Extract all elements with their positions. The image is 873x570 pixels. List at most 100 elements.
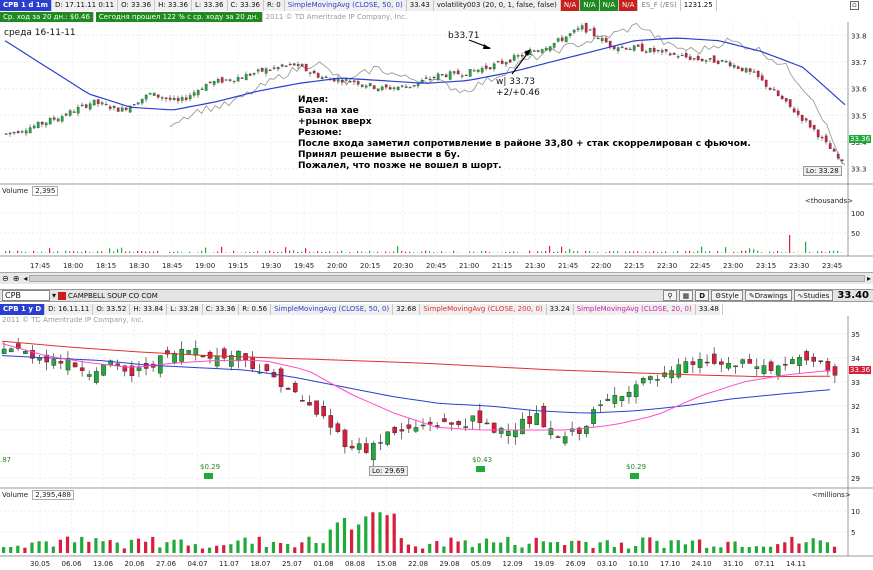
top-volume-bar: [565, 251, 567, 253]
top-volume-bar: [557, 251, 559, 253]
bottom-candle: [754, 366, 760, 369]
bottom-volume-bar: [570, 540, 574, 553]
bottom-candle: [598, 404, 603, 407]
top-vol-tick: 50: [851, 230, 860, 238]
d-button[interactable]: D: [695, 290, 709, 301]
top-time-tick: 19:45: [294, 262, 314, 270]
top-volume-bar: [113, 251, 115, 253]
sma50-value: 32.68: [393, 304, 421, 315]
top-candle: [788, 99, 792, 107]
bottom-date-tick: 26.09: [566, 560, 586, 568]
bottom-volume-bar: [207, 547, 212, 553]
top-candle: [684, 53, 688, 58]
top-volume-bar: [629, 251, 631, 253]
top-candle: [372, 85, 376, 89]
top-candle: [772, 89, 776, 91]
bottom-candle: [662, 372, 667, 377]
bottom-candle: [328, 415, 334, 428]
top-sma-label[interactable]: SimpleMovingAvg (CLOSE, 50, 0): [285, 0, 407, 11]
top-lo-label: Lo: 33.28: [803, 166, 842, 176]
avg-range-tag: Ср. ход за 20 дн.: $0.46: [0, 12, 94, 23]
bottom-candle: [342, 429, 348, 447]
top-volume-bar: [17, 250, 19, 253]
top-candle: [824, 135, 828, 143]
top-candle: [280, 64, 284, 67]
top-volume-bar: [757, 250, 759, 253]
bottom-candle: [37, 357, 42, 361]
top-volume-bar: [253, 252, 255, 253]
zoom-in-icon[interactable]: ⊕: [12, 274, 20, 283]
sma50-label[interactable]: SimpleMovingAvg (CLOSE, 50, 0): [271, 304, 394, 315]
dividend-marker-3[interactable]: [630, 473, 639, 479]
bottom-volume-bar: [80, 536, 84, 553]
top-volume-bar: [245, 251, 247, 253]
bottom-symbol[interactable]: CPB 1 y D: [0, 304, 46, 315]
scroll-right-icon[interactable]: ▸: [866, 274, 871, 283]
sma20-label[interactable]: SimpleMovingAvg (CLOSE, 20, 0): [574, 304, 696, 315]
bottom-volume-bar: [37, 541, 41, 553]
style-button[interactable]: ⚙ Style: [711, 290, 743, 301]
top-volume-bar: [697, 250, 699, 253]
top-time-tick: 21:45: [558, 262, 578, 270]
top-candle: [32, 125, 36, 129]
top-volume-bar: [749, 248, 751, 253]
sma200-label[interactable]: SimpleMovingAvg (CLOSE, 200, 0): [420, 304, 547, 315]
bottom-volume-bar: [655, 540, 659, 553]
bottom-candle: [356, 443, 362, 450]
dividend-marker-1[interactable]: [204, 473, 213, 479]
top-candle: [740, 67, 744, 72]
top-time-tick: 20:00: [327, 262, 347, 270]
symbol-input[interactable]: CPB: [2, 290, 50, 301]
top-candle: [208, 81, 212, 83]
link-icon[interactable]: ⚲: [663, 290, 677, 301]
bottom-candle: [577, 427, 582, 434]
top-time-tick: 20:15: [360, 262, 380, 270]
top-candle: [312, 70, 316, 74]
bottom-candle: [349, 445, 355, 449]
top-volume-bar: [157, 250, 159, 253]
scroll-track[interactable]: [29, 275, 865, 282]
grid-icon[interactable]: ▦: [678, 290, 694, 301]
bottom-volume-bar: [463, 540, 467, 553]
maximize-icon[interactable]: ▫: [850, 1, 859, 10]
top-volume-bar: [85, 250, 87, 253]
dividend-marker-2[interactable]: [476, 466, 485, 472]
top-candle: [808, 120, 812, 128]
bottom-volume-bar: [122, 548, 126, 553]
top-es-label[interactable]: ES_F (/ES): [638, 0, 681, 11]
top-candle: [628, 48, 632, 51]
top-symbol[interactable]: CPB 1 d 1m: [0, 0, 52, 11]
top-vol-study[interactable]: volatility003 (20, 0, 1, false, false): [434, 0, 561, 11]
zoom-out-icon[interactable]: ⊖: [2, 274, 9, 283]
top-candle: [244, 74, 248, 81]
top-scrollbar[interactable]: ⊖ ⊕ ◂ ▸: [0, 272, 873, 284]
top-price-tick: 33.6: [851, 86, 867, 94]
scroll-left-icon[interactable]: ◂: [23, 274, 28, 283]
top-volume-bar: [341, 250, 343, 253]
top-candle: [780, 95, 784, 100]
trade-note: Идея: База на хае +рынок вверх Резюме: П…: [298, 95, 751, 172]
bottom-volume-bar: [641, 537, 645, 553]
top-candle: [544, 48, 548, 51]
top-chart-header: CPB 1 d 1m D: 17.11.11 0:11 O: 33.36 H: …: [0, 0, 717, 11]
bottom-volume-bar: [115, 542, 119, 553]
top-volume-bar: [101, 251, 103, 253]
top-price-tick: 33.4: [851, 139, 867, 147]
top-candle: [132, 104, 136, 106]
top-candle: [560, 37, 564, 41]
bottom-high: H: 33.84: [130, 304, 168, 315]
studies-button[interactable]: ∿ Studies: [793, 290, 834, 301]
top-range: R: 0: [264, 0, 285, 11]
symbol-dropdown-icon[interactable]: ▾: [52, 291, 57, 300]
bottom-candle: [655, 379, 660, 381]
top-candle: [456, 70, 460, 75]
bottom-volume-bar: [406, 544, 410, 553]
top-volume-bar: [317, 251, 319, 253]
top-volume-bar: [605, 252, 607, 253]
drawings-button[interactable]: ✎ Drawings: [744, 290, 792, 301]
top-time-tick: 23:15: [756, 262, 776, 270]
top-candle: [716, 60, 720, 64]
bottom-candle: [193, 348, 199, 356]
top-candle: [252, 73, 256, 75]
top-candle: [796, 110, 800, 115]
